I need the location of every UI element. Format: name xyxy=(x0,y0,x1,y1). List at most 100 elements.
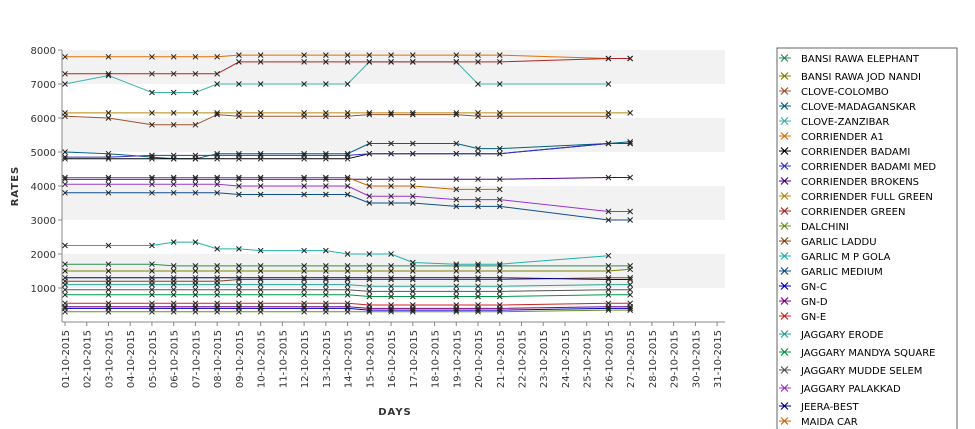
data-point xyxy=(453,307,460,313)
data-point xyxy=(475,110,481,116)
y-tick-label: 3000 xyxy=(31,216,56,227)
data-point xyxy=(627,110,634,116)
data-point xyxy=(344,251,351,257)
data-point xyxy=(62,155,68,162)
data-point xyxy=(344,274,351,281)
data-point xyxy=(192,305,199,312)
series-line xyxy=(65,241,609,265)
data-point xyxy=(409,268,416,274)
data-point xyxy=(453,274,460,281)
y-tick-label: 4000 xyxy=(31,182,56,193)
data-point xyxy=(170,286,177,293)
data-point xyxy=(605,286,612,293)
data-point xyxy=(344,300,351,307)
data-point xyxy=(366,150,373,157)
y-axis-ticks: 1000 2000 3000 4000 5000 6000 7000 8000 xyxy=(31,46,62,295)
data-point xyxy=(322,300,329,307)
data-point xyxy=(62,174,68,181)
data-point xyxy=(475,203,481,210)
data-point xyxy=(605,55,612,62)
data-point xyxy=(170,189,177,196)
data-point xyxy=(496,81,503,87)
legend-label: JAGGARY MANDYA SQUARE xyxy=(800,348,935,359)
data-point xyxy=(62,274,68,281)
data-point xyxy=(301,191,307,198)
data-point xyxy=(257,150,264,157)
data-point xyxy=(149,268,155,274)
data-point xyxy=(214,81,221,87)
data-point xyxy=(605,81,612,87)
data-point xyxy=(475,268,481,274)
data-point xyxy=(236,281,242,288)
data-point xyxy=(475,176,481,183)
data-point xyxy=(105,300,112,307)
data-point xyxy=(605,274,612,281)
data-point xyxy=(453,268,460,274)
series-markers xyxy=(62,52,634,315)
data-point xyxy=(475,59,481,65)
x-tick-label: 28-10-2015 xyxy=(648,330,659,388)
data-point xyxy=(605,208,612,215)
data-point xyxy=(149,261,155,268)
data-point xyxy=(301,268,307,274)
data-point xyxy=(105,115,112,121)
data-point xyxy=(409,259,416,266)
data-point xyxy=(170,291,177,298)
data-point xyxy=(388,251,394,257)
data-point xyxy=(170,263,177,269)
data-point xyxy=(409,276,416,283)
y-tick-label: 1000 xyxy=(31,284,56,295)
data-point xyxy=(149,305,155,312)
data-point xyxy=(192,281,199,288)
data-point xyxy=(366,268,373,274)
data-point xyxy=(627,138,634,145)
data-point xyxy=(301,276,307,283)
data-point xyxy=(388,183,394,189)
data-point xyxy=(62,181,68,188)
data-point xyxy=(496,283,503,290)
legend-label: CORRIENDER BADAMI xyxy=(801,147,910,158)
legend-label: GN-D xyxy=(801,297,828,308)
data-point xyxy=(344,291,351,298)
data-point xyxy=(388,52,394,58)
data-point xyxy=(409,193,416,200)
data-point xyxy=(322,191,329,198)
data-point xyxy=(236,274,242,281)
data-point xyxy=(475,288,481,295)
data-point xyxy=(453,176,460,183)
data-point xyxy=(105,70,112,77)
data-point xyxy=(496,110,503,116)
x-tick-label: 06-10-2015 xyxy=(170,330,181,388)
data-point xyxy=(170,305,177,312)
data-point xyxy=(344,281,351,288)
data-point xyxy=(388,288,394,295)
data-point xyxy=(105,110,112,116)
x-tick-label: 18-10-2015 xyxy=(431,330,442,388)
data-point xyxy=(170,174,177,181)
data-point xyxy=(366,183,373,189)
data-point xyxy=(214,176,221,183)
data-point xyxy=(149,154,155,160)
series-line xyxy=(64,61,609,93)
data-point xyxy=(257,183,264,189)
x-tick-label: 12-10-2015 xyxy=(300,330,311,388)
data-point xyxy=(192,189,199,196)
data-point xyxy=(605,300,612,307)
data-point xyxy=(301,59,307,65)
data-point xyxy=(409,302,416,308)
data-point xyxy=(409,283,416,290)
data-point xyxy=(236,291,242,298)
data-point xyxy=(236,81,242,87)
legend-label: JAGGARY PALAKKAD xyxy=(800,384,901,395)
data-point xyxy=(192,110,199,116)
data-point xyxy=(149,121,155,128)
data-point xyxy=(149,242,155,249)
data-point xyxy=(344,52,351,58)
data-point xyxy=(366,288,373,295)
data-point xyxy=(62,261,68,268)
data-point xyxy=(192,176,199,183)
data-point xyxy=(257,291,264,298)
data-point xyxy=(366,293,373,300)
data-point xyxy=(257,281,264,288)
x-tick-label: 03-10-2015 xyxy=(104,330,115,388)
